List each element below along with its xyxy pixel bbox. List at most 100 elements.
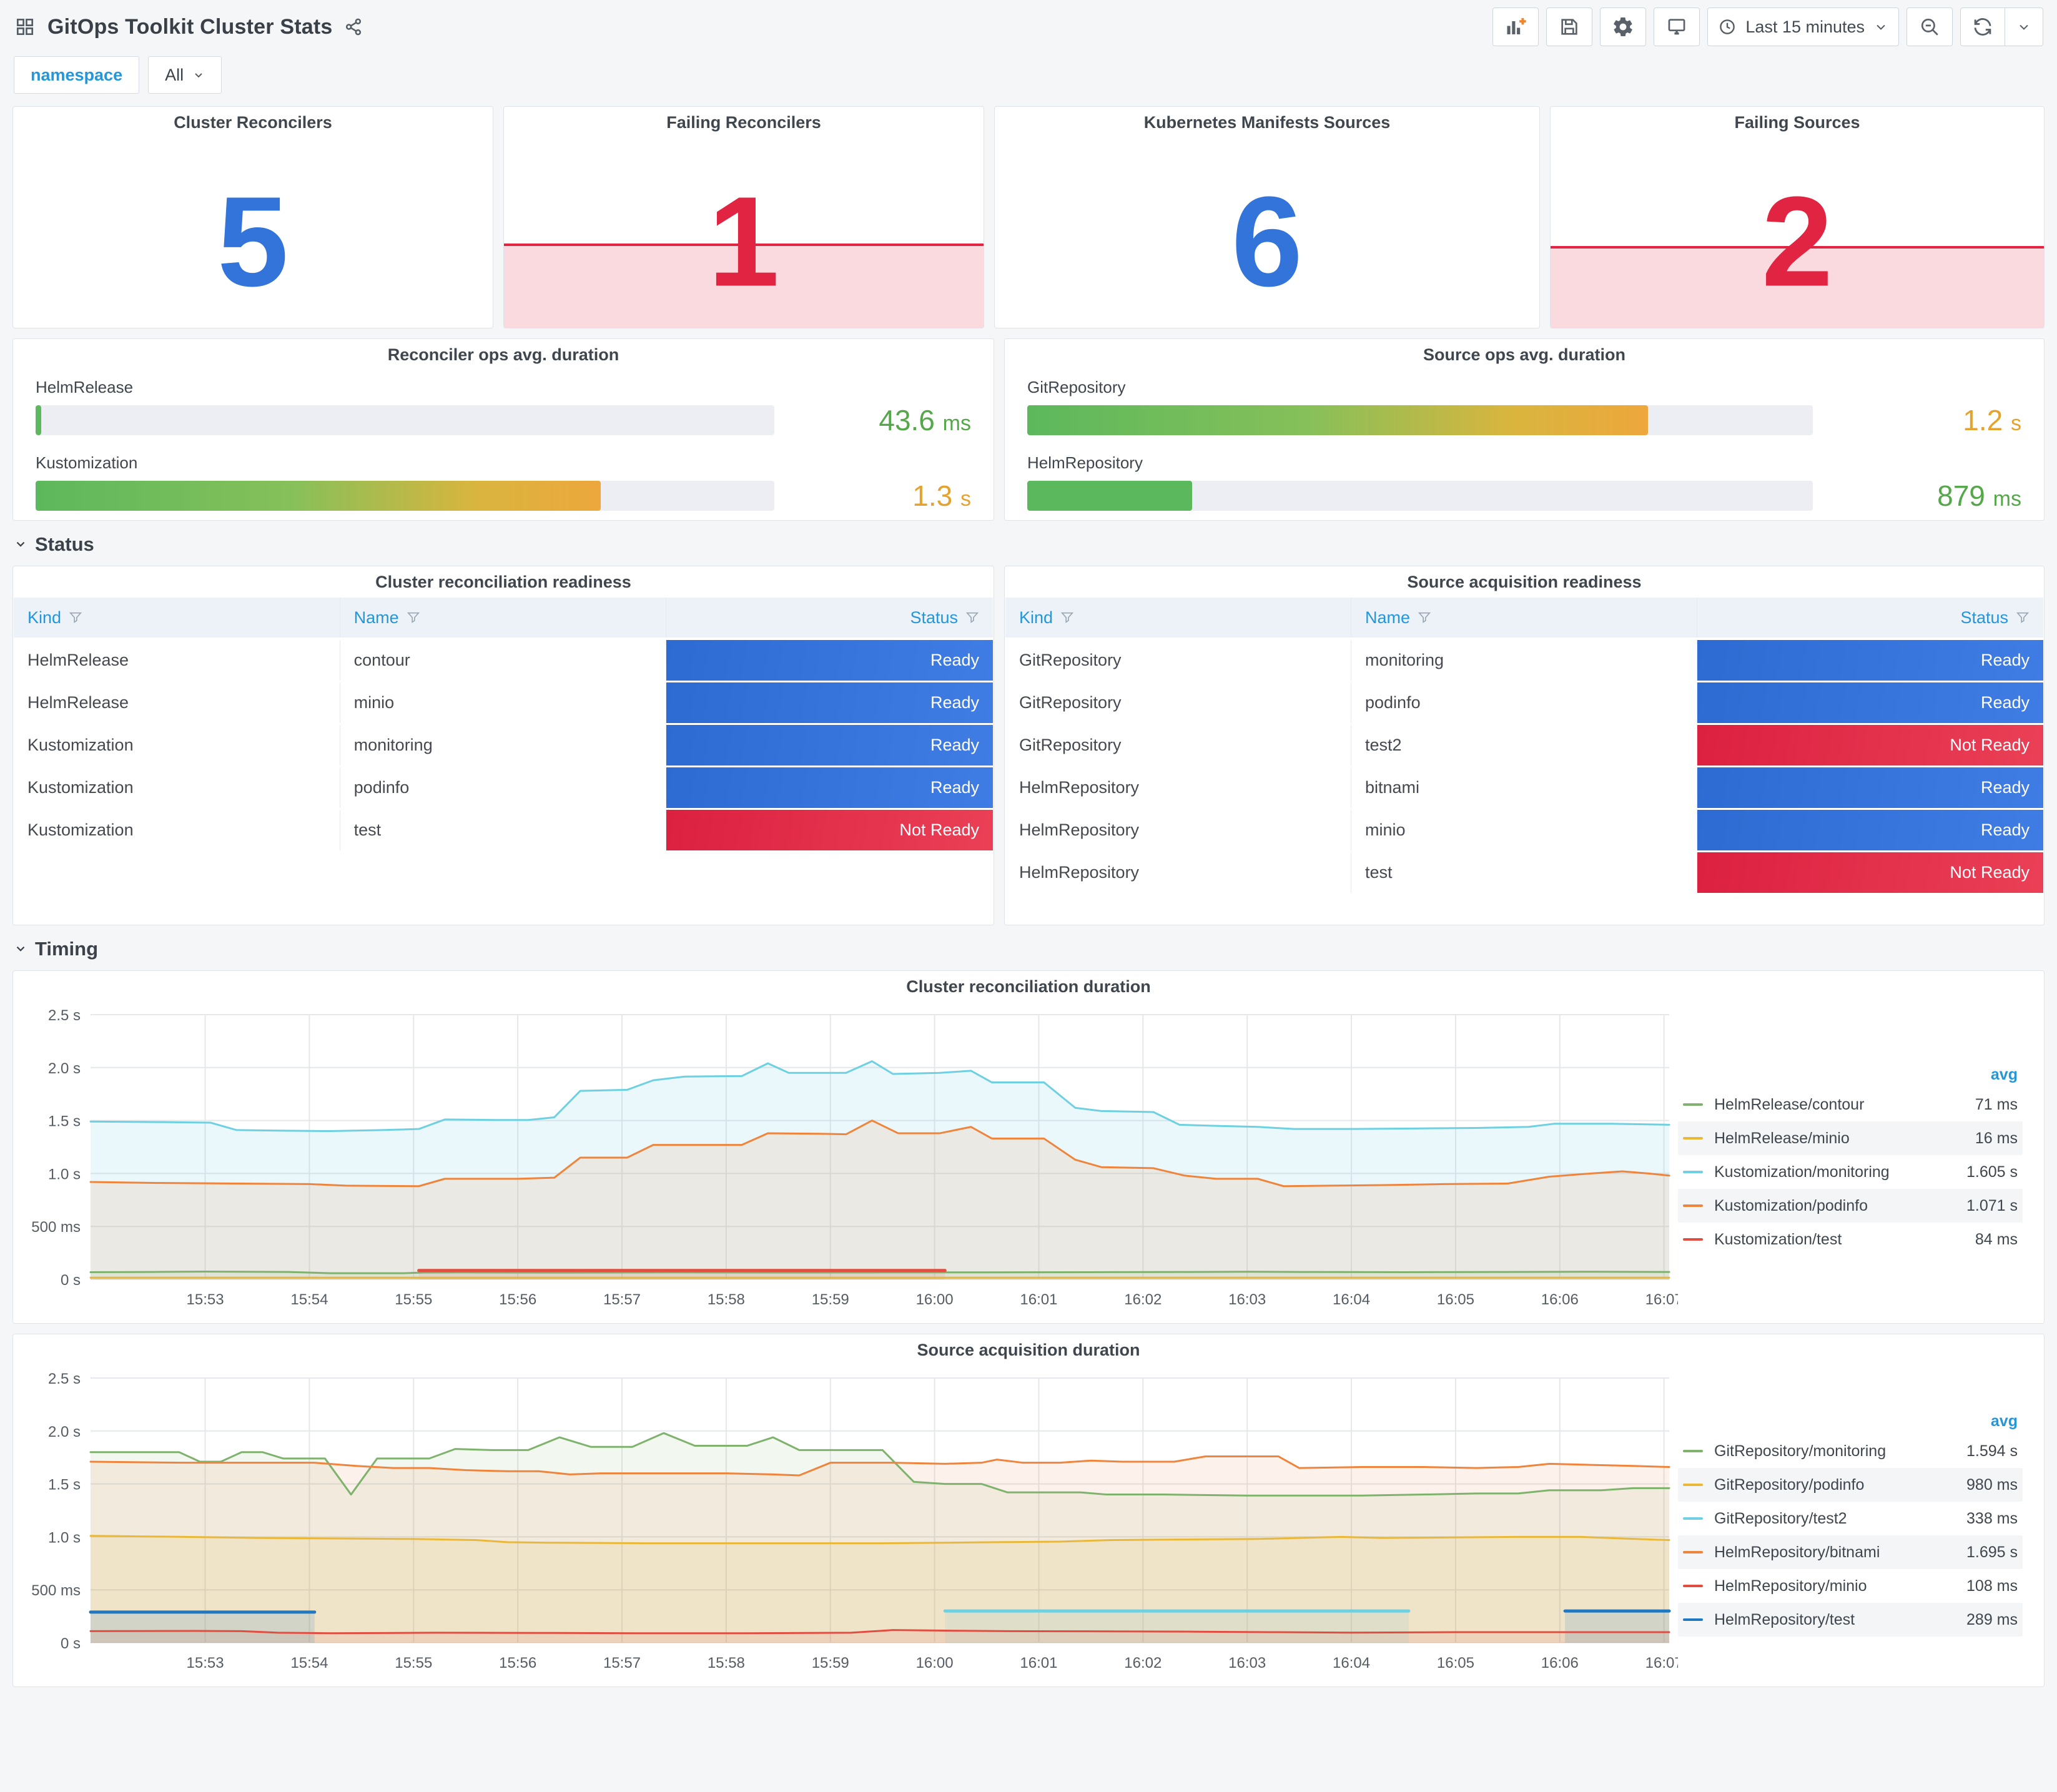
legend-item[interactable]: Kustomization/test 84 ms <box>1678 1223 2023 1256</box>
svg-text:0 s: 0 s <box>61 1272 81 1289</box>
refresh-dashboard-button[interactable] <box>1961 8 2005 46</box>
stat-value: 2 <box>1761 170 1833 313</box>
section-timing[interactable]: Timing <box>14 938 2043 960</box>
filter-icon[interactable] <box>407 611 420 624</box>
zoom-out-time-button[interactable] <box>1907 7 1953 46</box>
column-header-name[interactable]: Name <box>1351 598 1697 638</box>
time-series-plot[interactable]: 0 s 500 ms 1.0 s 1.5 s 2.0 s 2.5 s 15:53 15:54 1… <box>17 1002 1682 1316</box>
readiness-table: Kind Name Status GitRepository monitorin… <box>1005 598 2044 893</box>
status-badge: Not Ready <box>1697 725 2043 766</box>
series-swatch <box>1683 1551 1703 1553</box>
column-header-kind[interactable]: Kind <box>14 598 340 638</box>
variable-namespace-label[interactable]: namespace <box>14 56 140 94</box>
readiness-table: Kind Name Status HelmRelease contour Rea… <box>13 598 994 850</box>
chart-row-1: Cluster reconciliation duration 0 s 500 m… <box>0 970 2057 1324</box>
svg-text:15:54: 15:54 <box>290 1291 328 1308</box>
legend-item[interactable]: GitRepository/test2 338 ms <box>1678 1502 2023 1535</box>
legend-avg-header[interactable]: avg <box>1990 1412 2018 1430</box>
filter-icon[interactable] <box>1418 611 1431 624</box>
gauge-value: 1.2 s <box>1963 404 2021 436</box>
cell-name: contour <box>340 640 667 681</box>
time-series-plot[interactable]: 0 s 500 ms 1.0 s 1.5 s 2.0 s 2.5 s 15:53 15:54 1… <box>17 1366 1682 1679</box>
legend-avg-header[interactable]: avg <box>1990 1066 2018 1083</box>
chevron-down-icon <box>14 533 27 556</box>
gauge-row-helmrelease: HelmRelease 43.6 ms <box>36 378 971 437</box>
column-header-name[interactable]: Name <box>340 598 667 638</box>
refresh-button-group <box>1960 7 2043 46</box>
svg-text:15:55: 15:55 <box>395 1655 432 1671</box>
status-badge: Ready <box>1697 682 2043 723</box>
section-status[interactable]: Status <box>14 533 2043 556</box>
chevron-down-icon <box>192 69 205 81</box>
chevron-down-icon <box>14 938 27 960</box>
column-header-status[interactable]: Status <box>1697 598 2043 638</box>
panel-title: Cluster reconciliation duration <box>906 977 1151 996</box>
svg-text:0 s: 0 s <box>61 1635 81 1652</box>
refresh-interval-dropdown[interactable] <box>2005 8 2043 46</box>
cell-kind: HelmRelease <box>14 682 340 723</box>
legend-item[interactable]: Kustomization/podinfo 1.071 s <box>1678 1189 2023 1223</box>
status-badge: Ready <box>666 725 993 766</box>
column-header-status[interactable]: Status <box>666 598 993 638</box>
share-icon[interactable] <box>343 17 363 37</box>
gauge-row-gitrepository: GitRepository 1.2 s <box>1027 378 2021 437</box>
dashboard-toolbar: Last 15 minutes <box>1492 7 2043 46</box>
cell-kind: Kustomization <box>14 767 340 808</box>
dashboard-title: GitOps Toolkit Cluster Stats <box>47 14 333 39</box>
kiosk-mode-button[interactable] <box>1654 7 1700 46</box>
legend-item[interactable]: HelmRelease/contour 71 ms <box>1678 1088 2023 1121</box>
status-badge: Not Ready <box>1697 852 2043 893</box>
filter-icon[interactable] <box>965 611 979 624</box>
add-panel-button[interactable] <box>1492 7 1539 46</box>
svg-text:15:58: 15:58 <box>708 1291 745 1308</box>
series-swatch <box>1683 1618 1703 1621</box>
panel-source-ops-duration: Source ops avg. duration GitRepository 1… <box>1004 338 2045 521</box>
cell-name: podinfo <box>1351 682 1697 723</box>
cell-kind: Kustomization <box>14 725 340 766</box>
status-badge: Ready <box>666 682 993 723</box>
cell-kind: Kustomization <box>14 810 340 850</box>
cell-name: test2 <box>1351 725 1697 766</box>
variable-namespace-value: All <box>165 65 184 84</box>
column-header-kind[interactable]: Kind <box>1005 598 1351 638</box>
legend-item[interactable]: HelmRelease/minio 16 ms <box>1678 1121 2023 1155</box>
series-swatch <box>1683 1450 1703 1452</box>
svg-text:15:55: 15:55 <box>395 1291 432 1308</box>
filter-icon[interactable] <box>2016 611 2030 624</box>
variable-namespace-value-dropdown[interactable]: All <box>148 56 222 94</box>
panel-title: Failing Sources <box>1734 112 1860 132</box>
panel-title: Cluster reconciliation readiness <box>375 572 631 591</box>
legend-item[interactable]: HelmRepository/test 289 ms <box>1678 1603 2023 1637</box>
cell-kind: HelmRepository <box>1005 852 1351 893</box>
legend-item[interactable]: GitRepository/monitoring 1.594 s <box>1678 1434 2023 1468</box>
gauge-track <box>36 481 775 511</box>
gauge-label: GitRepository <box>1027 378 1126 396</box>
svg-text:15:59: 15:59 <box>812 1291 849 1308</box>
legend-item[interactable]: HelmRepository/minio 108 ms <box>1678 1569 2023 1603</box>
gauge-label: HelmRepository <box>1027 453 1143 472</box>
time-range-label: Last 15 minutes <box>1745 17 1865 36</box>
stats-row: Cluster Reconcilers 5 Failing Reconciler… <box>0 106 2057 328</box>
dashboard-settings-button[interactable] <box>1600 7 1647 46</box>
apps-icon[interactable] <box>14 16 36 38</box>
svg-text:16:02: 16:02 <box>1124 1655 1162 1671</box>
clock-icon <box>1718 17 1737 36</box>
legend-item[interactable]: HelmRepository/bitnami 1.695 s <box>1678 1535 2023 1569</box>
legend-item[interactable]: Kustomization/monitoring 1.605 s <box>1678 1155 2023 1189</box>
gauge-fill <box>36 405 42 435</box>
cell-kind: HelmRepository <box>1005 767 1351 808</box>
cell-name: podinfo <box>340 767 667 808</box>
time-range-picker[interactable]: Last 15 minutes <box>1707 7 1899 46</box>
filter-icon[interactable] <box>69 611 82 624</box>
legend-item[interactable]: GitRepository/podinfo 980 ms <box>1678 1468 2023 1502</box>
gauge-fill <box>1027 405 1648 435</box>
panel-kubernetes-manifests-sources: Kubernetes Manifests Sources 6 <box>994 106 1540 328</box>
svg-text:15:53: 15:53 <box>187 1655 224 1671</box>
svg-text:16:03: 16:03 <box>1228 1655 1266 1671</box>
svg-text:15:57: 15:57 <box>603 1291 641 1308</box>
svg-text:16:07: 16:07 <box>1645 1291 1678 1308</box>
gauge-label: Kustomization <box>36 453 138 472</box>
panel-title: Source acquisition readiness <box>1407 572 1642 591</box>
filter-icon[interactable] <box>1060 611 1074 624</box>
save-dashboard-button[interactable] <box>1546 7 1593 46</box>
